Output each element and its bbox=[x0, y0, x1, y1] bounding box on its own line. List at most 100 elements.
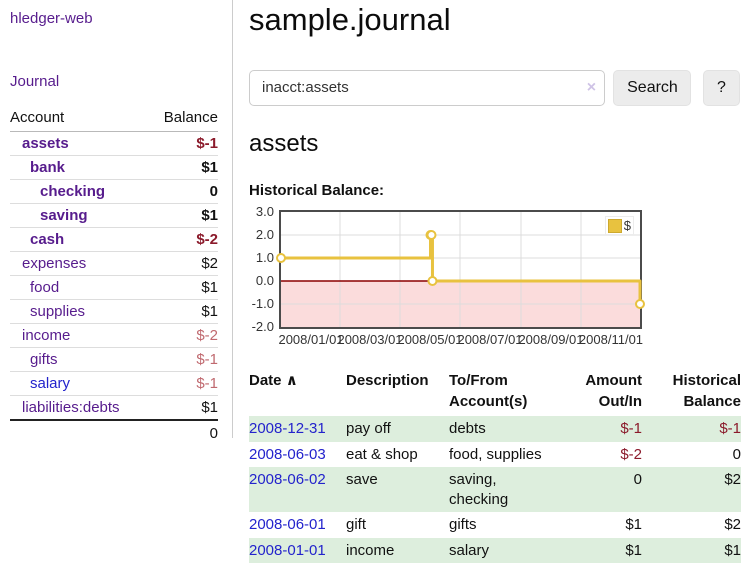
date-header-label: Date bbox=[249, 372, 282, 390]
register-header-amount: Amount Out/In bbox=[585, 372, 642, 411]
sidebar-divider bbox=[232, 0, 233, 438]
transaction-row[interactable]: 2008-06-03 eat & shop food, supplies $-2… bbox=[249, 442, 741, 468]
transaction-description: gift bbox=[346, 516, 367, 534]
account-link-expenses[interactable]: expenses bbox=[10, 251, 150, 276]
transaction-balance: $1 bbox=[724, 541, 741, 559]
chart-y-tick-label: -2.0 bbox=[251, 319, 274, 335]
account-row: salary $-1 bbox=[10, 371, 218, 396]
account-row: expenses $2 bbox=[10, 251, 218, 276]
account-link-cash[interactable]: cash bbox=[10, 227, 150, 252]
chart-x-tick-label: 2008/09/01 bbox=[518, 332, 584, 348]
search-input-wrap: × bbox=[249, 69, 606, 106]
search-help-button[interactable]: ? bbox=[703, 69, 740, 106]
register-table: Date ∧ Description To/From Account(s) Am… bbox=[249, 368, 741, 564]
chart-y-tick-label: 0.0 bbox=[255, 273, 274, 289]
transaction-amount: $-2 bbox=[620, 445, 642, 463]
account-link-gifts[interactable]: gifts bbox=[10, 347, 150, 372]
account-link-supplies[interactable]: supplies bbox=[10, 299, 150, 324]
account-balance: $-2 bbox=[149, 323, 218, 348]
transaction-row[interactable]: 2008-12-31 pay off debts $-1 $-1 bbox=[249, 416, 741, 442]
account-link-saving[interactable]: saving bbox=[10, 203, 150, 228]
account-heading: assets bbox=[249, 129, 319, 157]
accounts-header-balance: Balance bbox=[149, 105, 218, 132]
sort-asc-icon: ∧ bbox=[285, 372, 298, 390]
transaction-date-link[interactable]: 2008-01-01 bbox=[249, 541, 326, 559]
chart-y-tick-label: 3.0 bbox=[255, 204, 274, 220]
account-row: supplies $1 bbox=[10, 299, 218, 324]
account-row: liabilities:debts $1 bbox=[10, 395, 218, 420]
transaction-row[interactable]: 2008-01-01 income salary $1 $1 bbox=[249, 537, 741, 564]
chart-x-tick-label: 2008/01/01 bbox=[278, 332, 344, 348]
main-content: sample.journal × Search ? assets Histori… bbox=[249, 0, 741, 564]
accounts-total-value: 0 bbox=[149, 419, 218, 446]
search-button[interactable]: Search bbox=[613, 69, 691, 106]
chart-y-tick-label: 1.0 bbox=[255, 250, 274, 266]
transaction-date-link[interactable]: 2008-06-02 bbox=[249, 471, 326, 489]
sidebar-item-journal[interactable]: Journal bbox=[10, 73, 60, 90]
historical-balance-chart: 3.0 2.0 1.0 0.0 -1.0 -2.0 $ 2008/01/01 2008/03… bbox=[249, 204, 672, 349]
chart-x-axis: 2008/01/01 2008/03/01 2008/05/01 2008/07/01… bbox=[278, 332, 672, 349]
register-header-accounts: To/From Account(s) bbox=[449, 372, 528, 411]
account-link-income[interactable]: income bbox=[10, 323, 150, 348]
search-input[interactable] bbox=[249, 69, 606, 106]
transaction-date-link[interactable]: 2008-06-01 bbox=[249, 516, 326, 534]
accounts-balance-table: Account Balance assets $-1 bank $1 check… bbox=[10, 105, 218, 446]
series-swatch-icon bbox=[607, 218, 622, 233]
chart-x-tick-label: 2008/11/01 bbox=[578, 332, 644, 348]
transaction-date-link[interactable]: 2008-12-31 bbox=[249, 420, 326, 438]
chart-plot-area: $ bbox=[276, 210, 645, 330]
transaction-description: income bbox=[346, 541, 395, 559]
account-row: income $-2 bbox=[10, 323, 218, 348]
transaction-amount: $1 bbox=[625, 516, 642, 534]
account-link-checking[interactable]: checking bbox=[10, 179, 150, 204]
transaction-row[interactable]: 2008-06-02 save saving, checking 0 $2 bbox=[249, 467, 741, 513]
account-balance: 0 bbox=[149, 179, 218, 204]
register-header-date[interactable]: Date ∧ bbox=[249, 368, 346, 416]
account-row: gifts $-1 bbox=[10, 347, 218, 372]
account-balance: $1 bbox=[149, 155, 218, 180]
register-header-description: Description bbox=[346, 372, 429, 390]
account-balance: $2 bbox=[149, 251, 218, 276]
account-balance: $-1 bbox=[149, 347, 218, 372]
transaction-description: save bbox=[346, 471, 378, 489]
transaction-amount: $-1 bbox=[620, 420, 642, 438]
account-link-food[interactable]: food bbox=[10, 275, 150, 300]
transaction-balance: 0 bbox=[732, 445, 741, 463]
transaction-accounts: debts bbox=[449, 420, 486, 438]
transaction-accounts: food, supplies bbox=[449, 445, 542, 463]
account-balance: $1 bbox=[149, 203, 218, 228]
account-balance: $1 bbox=[149, 275, 218, 300]
transaction-accounts: salary bbox=[449, 541, 490, 559]
accounts-total-spacer bbox=[10, 419, 150, 446]
account-balance: $1 bbox=[149, 395, 218, 420]
account-balance: $1 bbox=[149, 299, 218, 324]
register-header-row: Date ∧ Description To/From Account(s) Am… bbox=[249, 368, 741, 416]
chart-x-tick-label: 2008/07/01 bbox=[457, 332, 523, 348]
transaction-row[interactable]: 2008-06-01 gift gifts $1 $2 bbox=[249, 512, 741, 538]
transaction-description: pay off bbox=[346, 420, 391, 438]
account-link-salary[interactable]: salary bbox=[10, 371, 150, 396]
account-row: saving $1 bbox=[10, 203, 218, 228]
transaction-accounts: saving, checking bbox=[449, 471, 509, 508]
chart-x-tick-label: 2008/05/01 bbox=[397, 332, 463, 348]
account-row: food $1 bbox=[10, 275, 218, 300]
clear-search-icon[interactable]: × bbox=[586, 78, 597, 96]
chart-x-tick-label: 2008/03/01 bbox=[337, 332, 403, 348]
transaction-balance: $2 bbox=[724, 471, 741, 489]
transaction-balance: $-1 bbox=[719, 420, 741, 438]
account-row: assets $-1 bbox=[10, 132, 218, 156]
page-title: sample.journal bbox=[249, 2, 451, 37]
search-form: × Search ? bbox=[249, 69, 740, 106]
account-link-assets[interactable]: assets bbox=[22, 135, 69, 152]
account-balance: $-1 bbox=[196, 135, 218, 152]
account-row: checking 0 bbox=[10, 179, 218, 204]
account-link-bank[interactable]: bank bbox=[10, 155, 150, 180]
transaction-amount: $1 bbox=[625, 541, 642, 559]
transaction-amount: 0 bbox=[633, 471, 642, 489]
account-link-liabilities-debts[interactable]: liabilities:debts bbox=[10, 395, 150, 420]
account-row: bank $1 bbox=[10, 155, 218, 180]
transaction-date-link[interactable]: 2008-06-03 bbox=[249, 445, 326, 463]
app-title-link[interactable]: hledger-web bbox=[10, 10, 93, 27]
transaction-description: eat & shop bbox=[346, 445, 418, 463]
accounts-header-account: Account bbox=[10, 105, 150, 132]
